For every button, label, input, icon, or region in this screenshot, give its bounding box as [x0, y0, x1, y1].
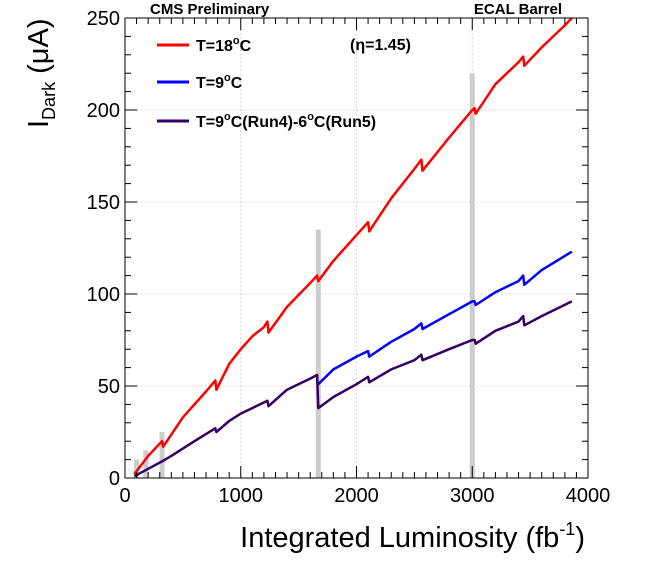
legend-label-part: o: [307, 111, 314, 123]
legend-label: T=18oC: [196, 35, 252, 55]
legend-label-part: C(Run4)-6: [231, 114, 308, 131]
y-tick-label: 100: [87, 284, 120, 306]
legend-label: T=9oC(Run4)-6oC(Run5): [196, 111, 376, 131]
legend-label-part: C: [231, 75, 243, 92]
header-right: ECAL Barrel: [474, 1, 562, 18]
y-axis-label-unit: (μA): [23, 18, 55, 81]
x-axis-label-main: Integrated Luminosity (fb: [240, 522, 559, 554]
y-tick-label: 0: [109, 468, 120, 490]
y-tick-label: 150: [87, 192, 120, 214]
x-tick-label: 0: [119, 485, 130, 507]
legend-label-part: o: [224, 111, 231, 123]
vertical-bands: [134, 73, 475, 478]
legend-label-part: o: [233, 35, 240, 47]
legend-label-part: C: [240, 38, 252, 55]
legend-label-part: C(Run5): [314, 114, 376, 131]
y-tick-label: 250: [87, 8, 120, 30]
legend-label-part: T=18: [196, 38, 233, 55]
x-tick-label: 4000: [566, 485, 611, 507]
legend-label-part: T=9: [196, 114, 224, 131]
x-tick-label: 3000: [450, 485, 495, 507]
header-left: CMS Preliminary: [150, 1, 270, 18]
x-tick-label: 1000: [219, 485, 264, 507]
y-axis-label: IDark (μA): [23, 18, 59, 128]
x-tick-label: 2000: [334, 485, 379, 507]
x-axis-label-sup: -1: [559, 519, 575, 539]
series-lines: [133, 17, 573, 478]
grid: [125, 18, 588, 478]
y-axis-label-sub: Dark: [39, 81, 59, 120]
x-axis-label-close: ): [575, 522, 585, 554]
legend-label: T=9oC: [196, 72, 243, 92]
x-axis-label: Integrated Luminosity (fb-1): [240, 519, 585, 554]
series-line: [133, 300, 573, 478]
legend-label-part: T=9: [196, 75, 224, 92]
series-line: [133, 17, 573, 476]
legend-label-part: o: [224, 72, 231, 84]
y-tick-label: 200: [87, 100, 120, 122]
y-tick-label: 50: [98, 376, 120, 398]
series-line: [317, 250, 573, 386]
annotation: (η=1.45): [350, 37, 411, 54]
axis-ticks: 0 1000 2000 3000 4000 0 50 100 150 200 250: [87, 8, 611, 507]
plot-frame: [124, 17, 589, 479]
y-axis-label-main: I: [23, 120, 55, 128]
